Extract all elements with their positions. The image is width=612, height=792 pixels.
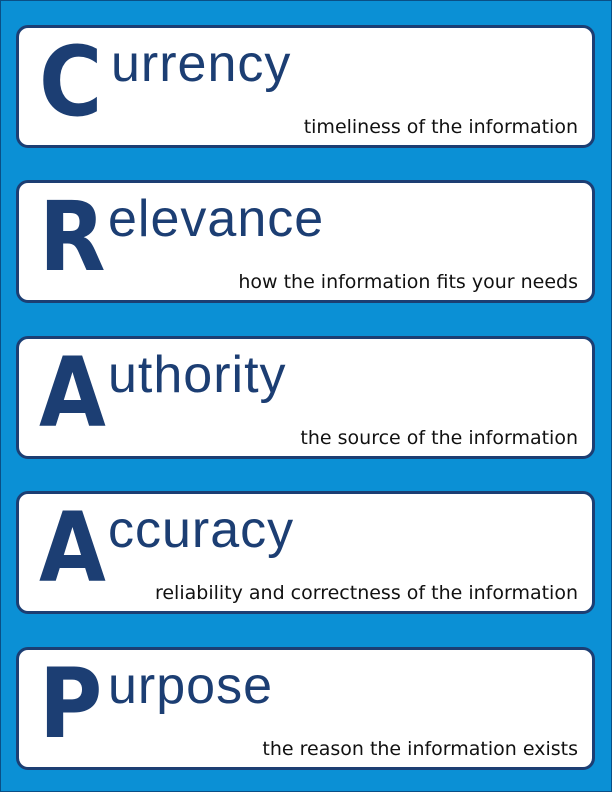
card-description: how the information fits your needs [238, 271, 578, 293]
card-description: the source of the information [300, 427, 578, 449]
card-word-rest: uthority [108, 346, 287, 404]
card-currency: C urrency timeliness of the information [16, 25, 595, 148]
card-relevance: R elevance how the information fits your… [16, 180, 595, 303]
card-letter: A [39, 492, 106, 604]
card-letter: C [39, 26, 103, 138]
card-description: timeliness of the information [303, 116, 578, 138]
card-description: reliability and correctness of the infor… [154, 582, 578, 604]
card-purpose: P urpose the reason the information exis… [16, 647, 595, 770]
card-description: the reason the information exists [262, 738, 578, 760]
card-accuracy: A ccuracy reliability and correctness of… [16, 491, 595, 614]
card-word-rest: elevance [108, 190, 325, 248]
card-word-rest: urpose [108, 657, 273, 715]
card-authority: A uthority the source of the information [16, 336, 595, 459]
card-word-rest: ccuracy [108, 501, 295, 559]
card-word-rest: urrency [111, 35, 292, 93]
card-letter: A [39, 337, 106, 449]
card-letter: P [39, 648, 103, 760]
card-letter: R [39, 181, 106, 293]
